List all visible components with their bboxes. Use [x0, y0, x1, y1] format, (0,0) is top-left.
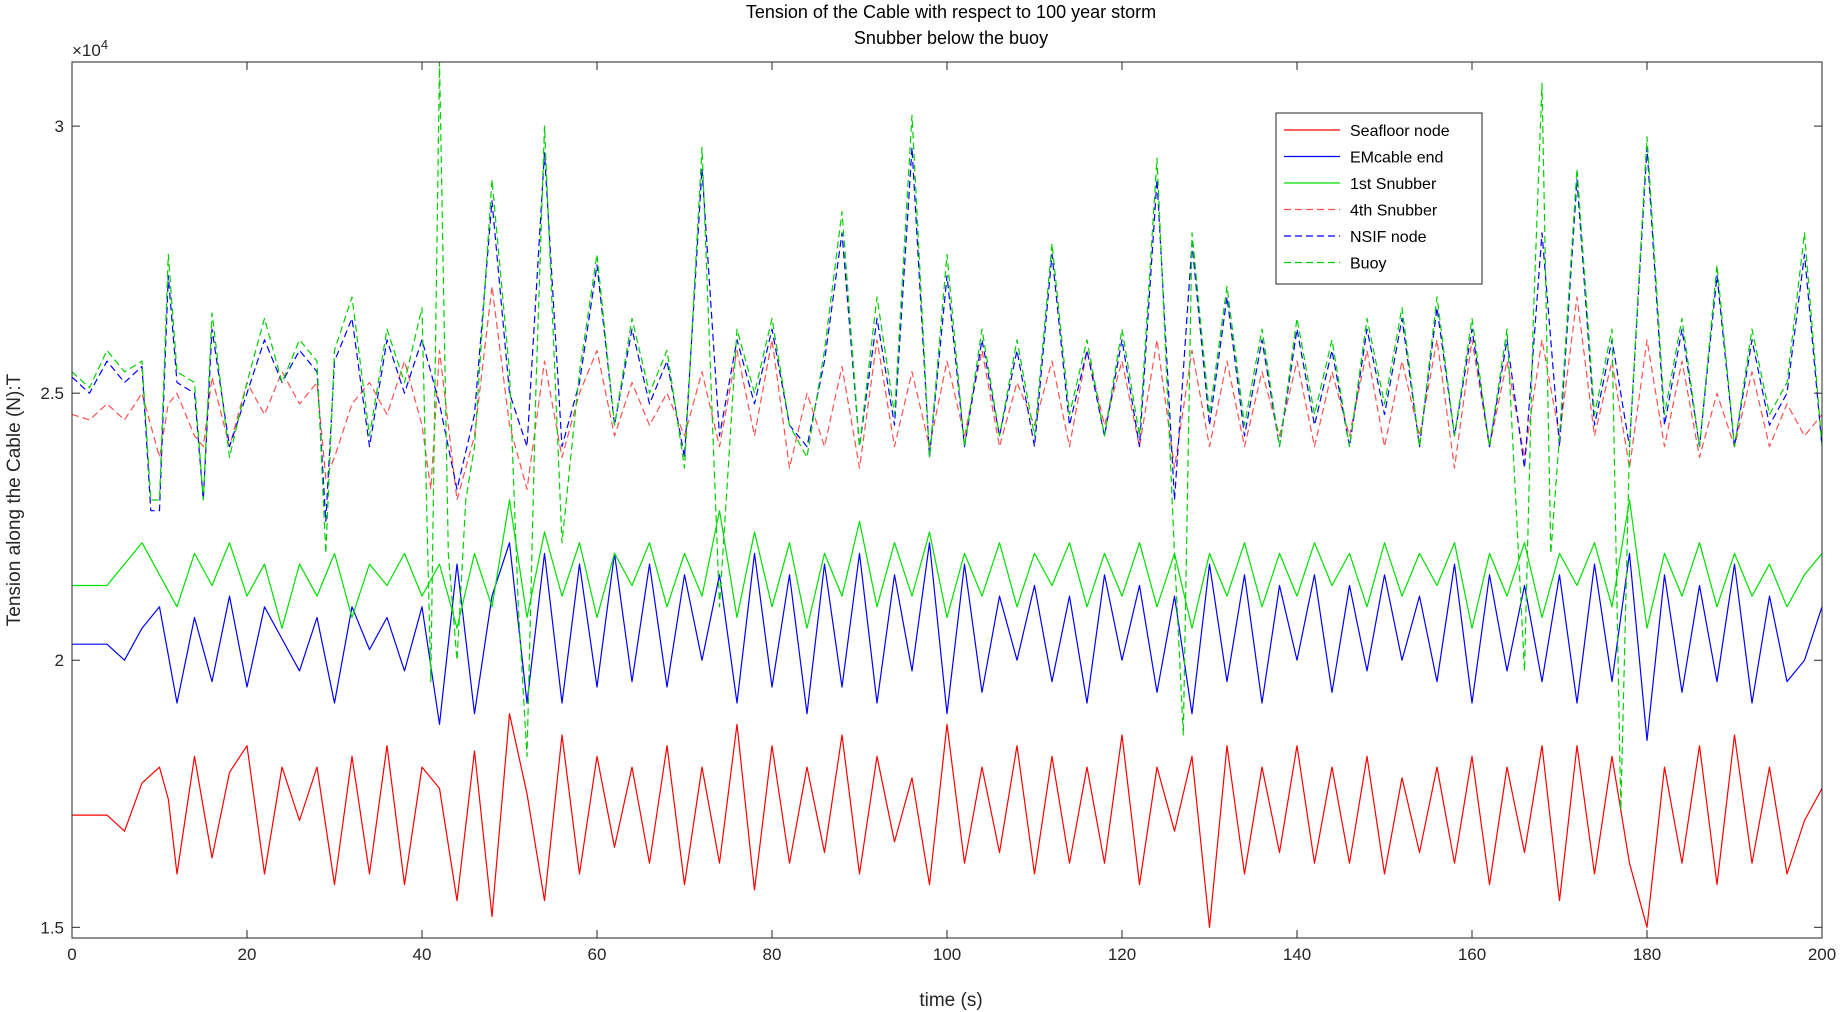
x-tick-label: 0: [67, 945, 76, 964]
x-tick-label: 40: [413, 945, 432, 964]
y-axis: 1.5 2 2.5 3: [40, 117, 1822, 937]
legend-box: [1275, 112, 1483, 285]
y-exponent-base: ×10: [72, 41, 101, 60]
legend-label: Seafloor node: [1350, 123, 1450, 140]
legend-label: NSIF node: [1350, 229, 1427, 246]
x-axis-label: time (s): [919, 990, 982, 1011]
chart-subtitle: Snubber below the buoy: [854, 28, 1048, 48]
x-tick-label: 200: [1808, 945, 1836, 964]
y-axis-label: Tension along the Cable (N):T: [4, 373, 25, 626]
legend-label: EMcable end: [1350, 150, 1443, 167]
x-tick-label: 180: [1633, 945, 1661, 964]
legend-label: Buoy: [1350, 256, 1386, 273]
legend-label: 1st Snubber: [1350, 176, 1437, 193]
legend-label: 4th Snubber: [1350, 203, 1438, 220]
x-axis: 0 20 40 60 80 100 120 140 160 180 200: [67, 62, 1836, 964]
y-exponent-power: 4: [101, 37, 108, 52]
x-tick-label: 100: [933, 945, 961, 964]
y-tick-label: 2: [55, 651, 64, 670]
series-line-buoy: [72, 62, 1822, 811]
x-tick-label: 20: [238, 945, 257, 964]
y-exponent: ×104: [72, 37, 108, 60]
series-line-1st-snubber: [72, 499, 1822, 629]
y-tick-label: 1.5: [40, 918, 64, 937]
x-tick-label: 120: [1108, 945, 1136, 964]
y-tick-label: 2.5: [40, 384, 64, 403]
x-tick-label: 60: [588, 945, 607, 964]
legend: Seafloor node EMcable end 1st Snubber 4th S…: [1275, 112, 1483, 285]
chart-title: Tension of the Cable with respect to 100…: [746, 2, 1156, 22]
y-tick-label: 3: [55, 117, 64, 136]
x-tick-label: 160: [1458, 945, 1486, 964]
series-group: [72, 62, 1822, 928]
x-tick-label: 80: [763, 945, 782, 964]
x-tick-label: 140: [1283, 945, 1311, 964]
series-line-emcable-end: [72, 542, 1822, 742]
series-line-seafloor-node: [72, 713, 1822, 928]
